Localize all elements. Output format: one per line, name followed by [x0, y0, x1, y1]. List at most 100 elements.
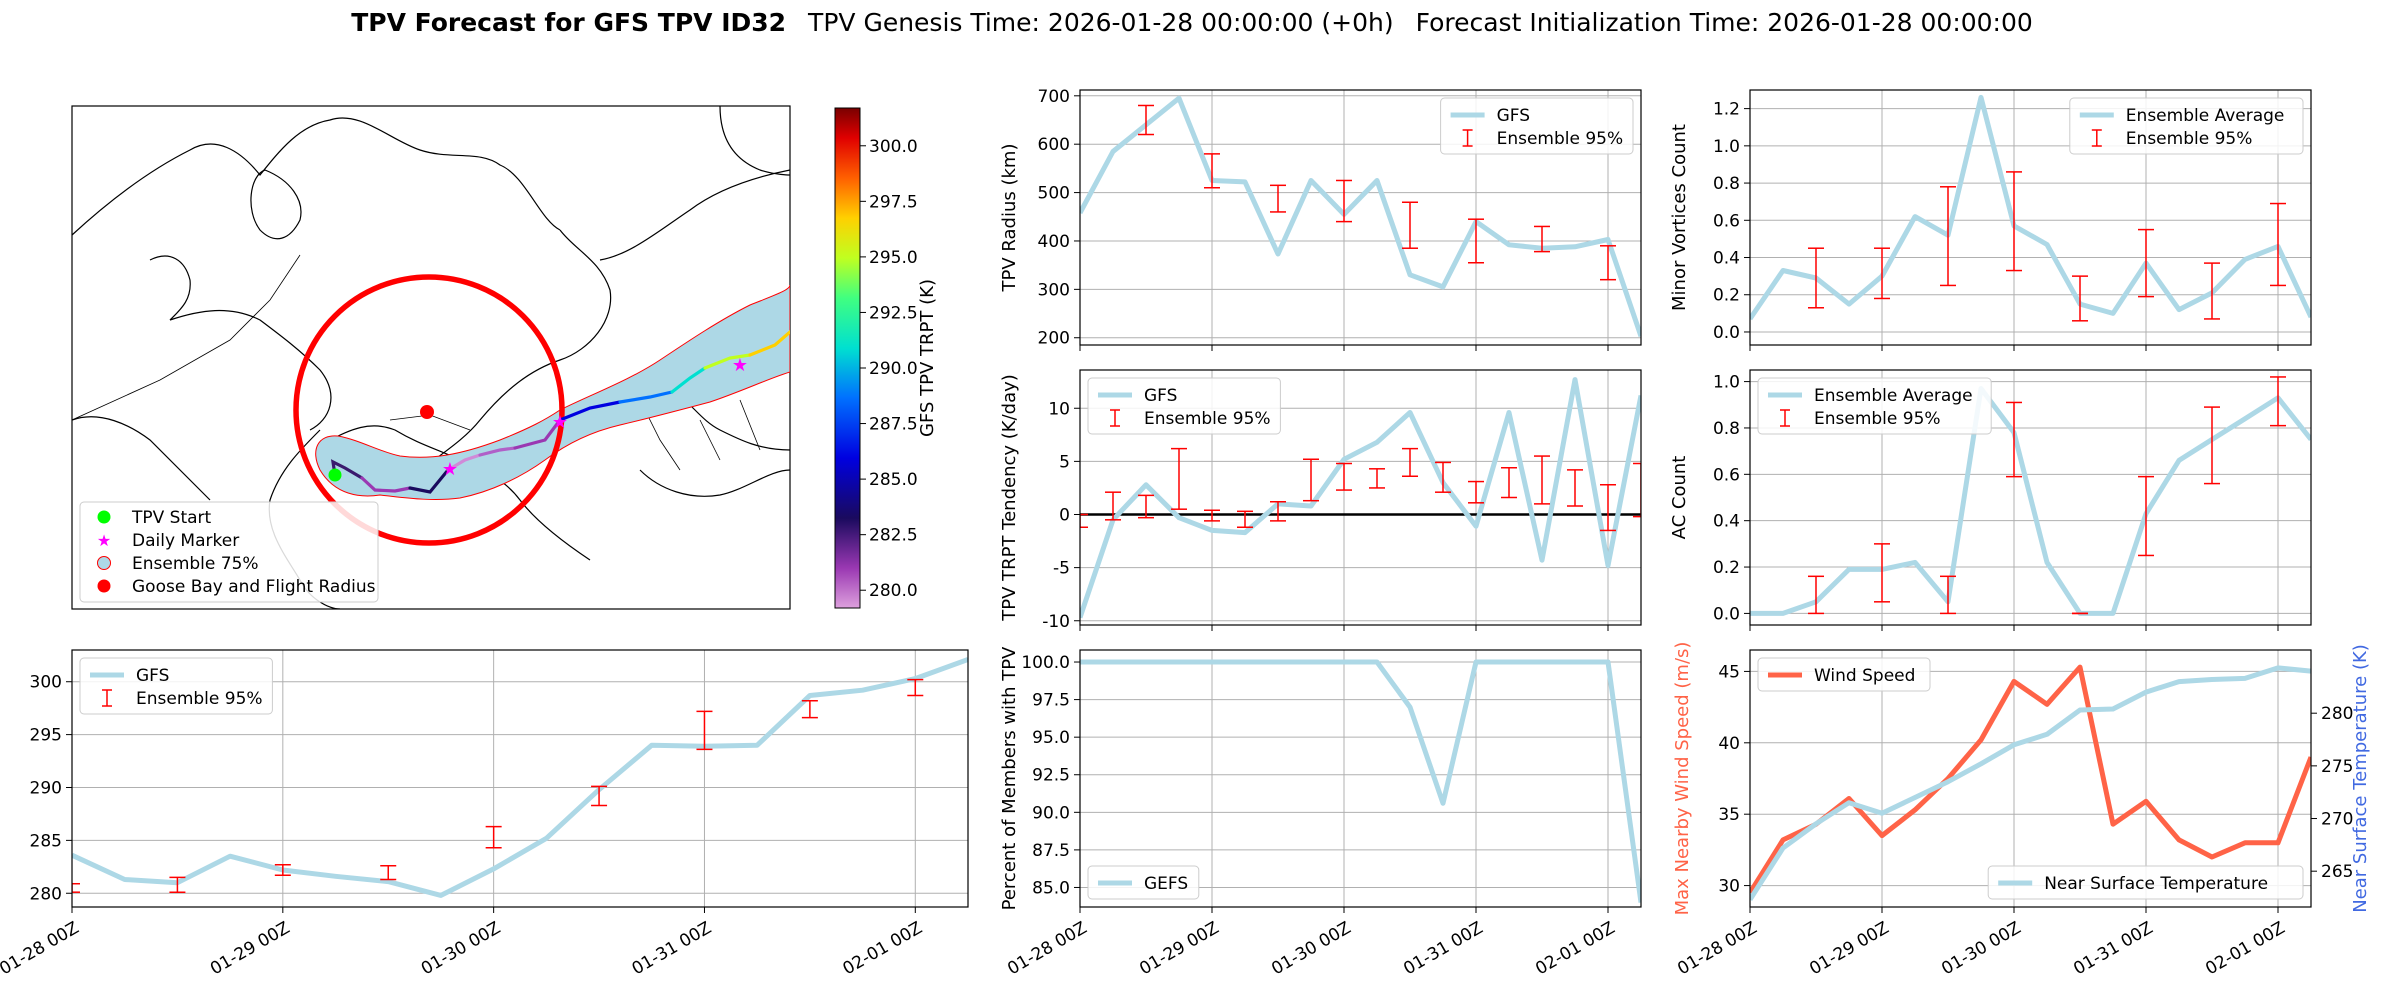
colorbar: 300.0 297.5 295.0 292.5 290.0 287.5 285.0 282.5…: [834, 107, 938, 609]
plot-area: [1080, 377, 1641, 619]
x-tick-label: 02-01 00Z: [1532, 918, 1618, 979]
daily-marker: ★: [442, 459, 458, 480]
colorbar-tick-label: 285.0: [869, 470, 918, 490]
chart-radius: 200 300 400 500 600 700 TPV Radius (km) GFS Ense…: [999, 87, 1642, 351]
legend-box: [1757, 377, 1992, 435]
legend-label: GFS: [1497, 106, 1530, 126]
x-axis: 01-28 00Z 01-29 00Z 01-30 00Z 01-31 00Z 02-0…: [1004, 907, 1619, 979]
title-init: Forecast Initialization Time: 2026-01-28…: [1416, 8, 2033, 37]
series-line: [1750, 94, 2311, 321]
series-line: [72, 657, 968, 898]
plot-area: [72, 657, 968, 898]
y-tick-label: 92.5: [1032, 766, 1070, 786]
legend: GFS Ensemble 95%: [1087, 377, 1281, 435]
map-content: ★ ★ ★ TPV Start ★ Daily Marker Ensemble …: [72, 106, 790, 609]
y-tick-label: 40: [1718, 734, 1740, 754]
y-tick-label: 85.0: [1032, 878, 1070, 898]
x-tick-label: 02-01 00Z: [2202, 918, 2288, 979]
x-tick-label: 01-31 00Z: [1400, 918, 1486, 979]
x-tick-label: 01-30 00Z: [418, 918, 504, 979]
errorbar: [1237, 510, 1253, 528]
plot-area: [1080, 659, 1641, 903]
y-tick-label: 280: [30, 884, 62, 904]
legend-label: Ensemble 95%: [1497, 129, 1624, 149]
grid: [1079, 90, 1641, 345]
errorbar: [1874, 543, 1890, 603]
y-axis: 0.0 0.2 0.4 0.6 0.8 1.0 1.2: [1713, 100, 1750, 343]
errorbar: [72, 882, 80, 893]
errorbar: [1633, 462, 1641, 518]
legend: GFS Ensemble 95%: [1440, 97, 1634, 155]
colorbar-ticks: 300.0 297.5 295.0 292.5 290.0 287.5 285.0 282.5…: [860, 137, 918, 601]
y-tick-label: 0.0: [1713, 604, 1740, 624]
chart-frame: [1079, 89, 1642, 346]
errorbar: [1138, 494, 1154, 519]
y-tick-label: 0: [1059, 506, 1070, 526]
y-tick-label: -5: [1053, 559, 1070, 579]
y-tick-label: 285: [30, 831, 62, 851]
grid: [1079, 650, 1641, 907]
errorbar: [2270, 376, 2286, 427]
y-tick-label: 35: [1718, 805, 1740, 825]
magenta-star-icon: ★: [97, 531, 111, 550]
map-legend: TPV Start ★ Daily Marker Ensemble 75% Go…: [79, 501, 379, 603]
legend: Ensemble Average Ensemble 95%: [1757, 377, 1992, 435]
plot-area: [1750, 376, 2311, 616]
flight-radius-circle: [293, 274, 565, 546]
errorbar: [2204, 262, 2220, 320]
y-tick-label: 97.5: [1032, 691, 1070, 711]
x-tick-label: 01-30 00Z: [1938, 918, 2024, 979]
chart-frame: [1749, 89, 2312, 346]
y-tick-label: 0.6: [1713, 211, 1740, 231]
y-right-tick-label: 275: [2321, 757, 2353, 777]
errorbar: [1303, 458, 1319, 502]
errorbar: [2072, 275, 2088, 322]
errorbar: [1336, 462, 1352, 491]
y-tick-label: 87.5: [1032, 841, 1070, 861]
errorbar: [1171, 447, 1187, 510]
y-right-tick-label: 265: [2321, 862, 2353, 882]
x-tick-label: 02-01 00Z: [840, 918, 926, 979]
chart-frame: [71, 649, 969, 908]
y-axis: -10 -5 0 5 10: [1042, 399, 1080, 632]
colorbar-tick-label: 290.0: [869, 359, 918, 379]
x-tick-label: 01-28 00Z: [0, 918, 83, 979]
goose-bay-marker: [420, 405, 434, 419]
errorbar: [801, 700, 818, 719]
x-tick-label: 01-29 00Z: [207, 918, 293, 979]
plot-area: [1750, 664, 2311, 901]
y-tick-label: 290: [30, 778, 62, 798]
map-legend-label: Daily Marker: [132, 531, 239, 551]
series-line: [1080, 95, 1641, 338]
chart-minor: 0.0 0.2 0.4 0.6 0.8 1.0 1.2 Minor Vortices Coun…: [1669, 89, 2312, 351]
y-tick-label: 200: [1038, 329, 1070, 349]
colorbar-gradient: [834, 107, 861, 609]
legend-box: [2069, 97, 2304, 155]
x-tick-label: 01-30 00Z: [1268, 918, 1354, 979]
errorbar: [1435, 461, 1451, 493]
tpv-start-marker: [328, 468, 342, 482]
errorbar: [1204, 509, 1220, 522]
y-tick-label: 700: [1038, 87, 1070, 107]
x-axis: 01-28 00Z 01-29 00Z 01-30 00Z 01-31 00Z 02-0…: [1674, 907, 2289, 979]
legend-label: Ensemble Average: [1814, 386, 1973, 406]
y-axis-label: Percent of Members with TPV: [999, 646, 1020, 910]
errorbar: [1600, 245, 1616, 281]
errorbar: [380, 865, 397, 881]
y-right-axis-label: Near Surface Temperature (K): [2350, 644, 2371, 913]
x-tick-label: 01-29 00Z: [1806, 918, 1892, 979]
red-dot-icon: [97, 579, 111, 593]
errorbar: [1600, 484, 1616, 532]
chart-frame: [1749, 369, 2312, 626]
y-tick-label: 0.6: [1713, 465, 1740, 485]
legend-label: Ensemble 95%: [2126, 129, 2253, 149]
x-axis: [1749, 345, 2279, 351]
errorbar: [2006, 401, 2022, 478]
legend-label: Ensemble 95%: [1144, 409, 1271, 429]
y-tick-label: 0.8: [1713, 174, 1740, 194]
errorbar: [1468, 218, 1484, 264]
errorbar: [1336, 179, 1352, 223]
map-legend-label: TPV Start: [131, 508, 212, 528]
y-tick-label: 300: [30, 673, 62, 693]
errorbar: [1940, 575, 1956, 615]
